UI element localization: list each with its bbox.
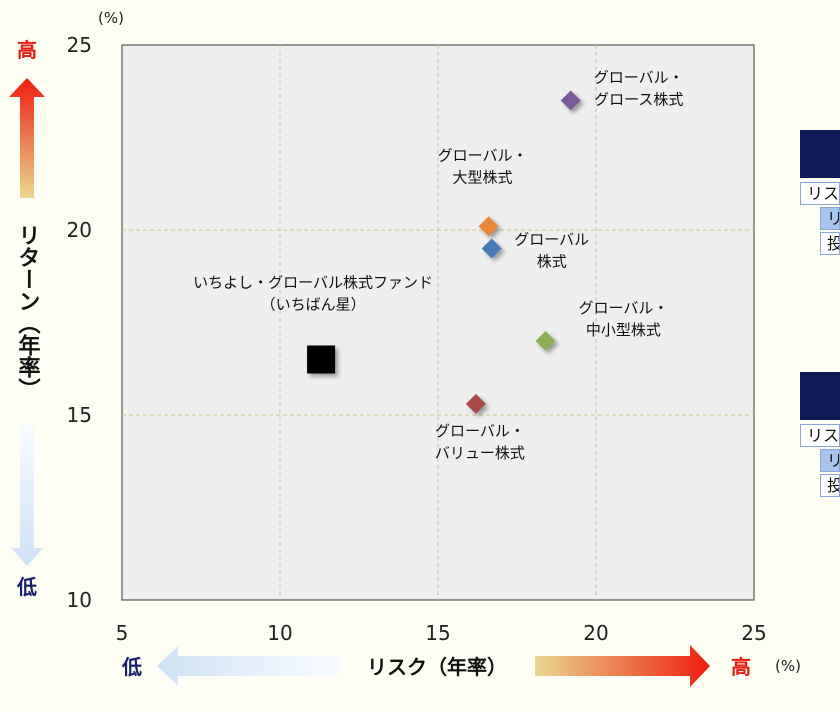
data-point-diamond [478,216,499,237]
table-2-row: リタ [820,449,840,472]
y-tick-label: 25 [67,33,92,57]
data-point-label: いちよし・グローバル株式ファンド [193,274,433,292]
table-2-row: リス [800,424,840,447]
return-axis-label: リターン（年率） [15,224,41,400]
grid-lines [122,45,754,600]
return-high-arrow [9,78,45,198]
data-point-label: グローバル・ [438,146,528,164]
x-unit-label: (%) [775,657,801,675]
data-point-label: 株式 [537,253,567,271]
data-points: グローバル・グロース株式グローバル・大型株式グローバル株式グローバル・中小型株式… [193,69,683,462]
risk-high-arrow [535,645,710,687]
data-point-diamond [481,238,502,259]
table-2-row: 投 [820,474,840,497]
risk-high-label: 高 [731,655,751,679]
data-point-label: グローバル・ [594,69,684,87]
x-tick-label: 20 [583,621,608,645]
data-point-label: （いちばん星） [261,296,366,314]
return-low-arrow [11,424,43,566]
data-point-label: グロース株式 [594,91,683,109]
data-point-label: グローバル [514,231,589,249]
return-high-label: 高 [17,38,37,62]
x-tick-label: 10 [267,621,292,645]
x-tick-label: 5 [116,621,129,645]
y-tick-label: 15 [67,403,92,427]
data-point-label: 中小型株式 [586,321,661,339]
table-1-row: 投 [820,232,840,255]
return-low-label: 低 [16,575,37,599]
table-1-row: リタ [820,207,840,230]
data-point-square [307,345,336,374]
risk-axis-label: リスク（年率） [367,655,507,679]
data-point-diamond [535,331,556,351]
data-point-label: グローバル・ [579,299,669,317]
data-point-diamond [465,393,486,414]
axis-ticks: 5 10 15 20 25 10 15 20 25 [67,33,767,645]
data-point-label: 大型株式 [453,168,513,186]
table-2-header [800,372,840,420]
y-tick-label: 20 [67,218,92,242]
table-1-row: リス [800,182,840,205]
data-point-label: グローバル・ [435,422,525,440]
data-point-label: バリュー株式 [435,444,525,462]
x-tick-label: 25 [741,621,766,645]
risk-low-label: 低 [121,655,142,679]
x-tick-label: 15 [425,621,450,645]
data-point-diamond [560,90,581,111]
y-unit-label: (%) [98,9,124,27]
risk-low-arrow [157,646,340,686]
y-tick-label: 10 [67,588,92,612]
table-1-header [800,130,840,178]
